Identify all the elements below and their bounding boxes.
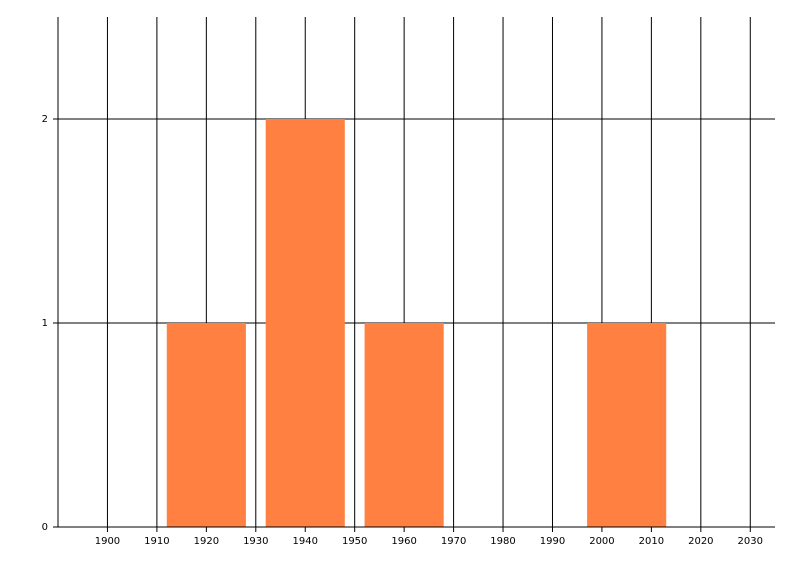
x-tick-label: 1960 bbox=[391, 536, 416, 547]
x-tick-label: 1970 bbox=[441, 536, 466, 547]
y-tick-label: 1 bbox=[42, 318, 48, 329]
x-tick-label: 2020 bbox=[688, 536, 713, 547]
x-tick-label: 1910 bbox=[144, 536, 169, 547]
bar bbox=[587, 323, 667, 527]
y-tick-label: 2 bbox=[42, 114, 48, 125]
bar bbox=[364, 323, 444, 527]
x-tick-label: 2010 bbox=[639, 536, 664, 547]
x-tick-label: 1920 bbox=[194, 536, 219, 547]
x-tick-label: 2030 bbox=[738, 536, 763, 547]
x-tick-label: 1900 bbox=[95, 536, 120, 547]
x-tick-label: 1950 bbox=[342, 536, 367, 547]
x-tick-label: 1980 bbox=[490, 536, 515, 547]
y-tick-label: 0 bbox=[42, 522, 48, 533]
x-tick-label: 2000 bbox=[589, 536, 614, 547]
bar bbox=[265, 119, 345, 527]
x-tick-label: 1990 bbox=[540, 536, 565, 547]
x-tick-label: 1940 bbox=[293, 536, 318, 547]
x-tick-label: 1930 bbox=[243, 536, 268, 547]
bar bbox=[166, 323, 246, 527]
